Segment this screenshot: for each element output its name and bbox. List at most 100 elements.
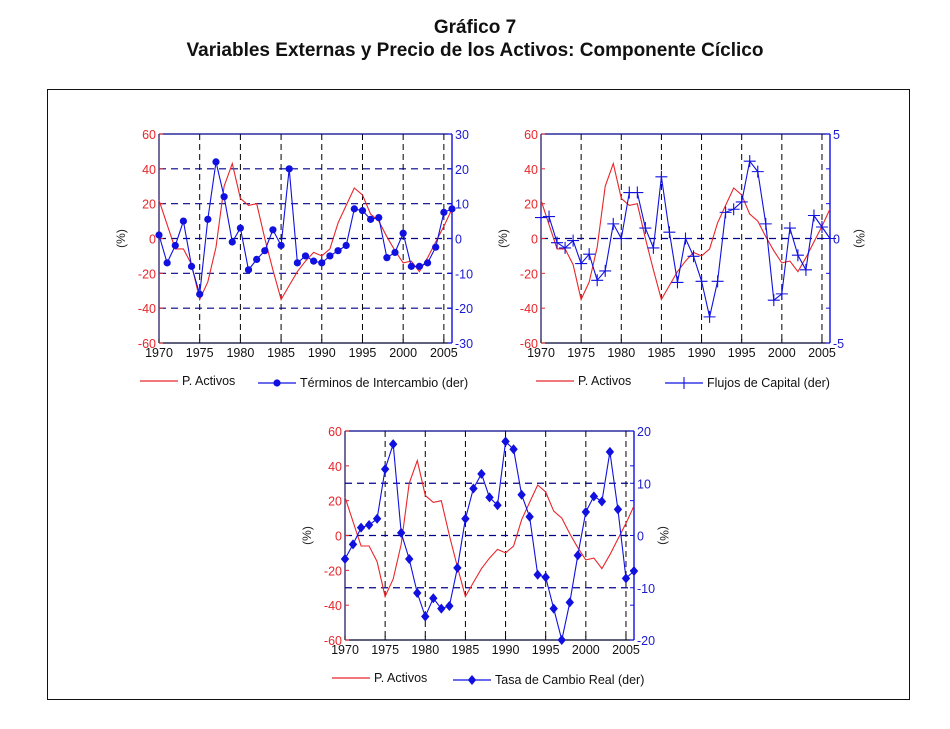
x-tick-label: 1980 xyxy=(226,346,254,360)
data-point xyxy=(196,290,204,298)
legend: P. Activos Términos de Intercambio (der) xyxy=(140,374,468,390)
data-point xyxy=(783,222,796,235)
data-point xyxy=(220,193,228,201)
data-point xyxy=(655,170,668,183)
data-point xyxy=(767,294,780,307)
data-point xyxy=(567,234,580,247)
data-point xyxy=(663,226,676,239)
legend: P. Activos Tasa de Cambio Real (der) xyxy=(332,671,644,687)
series-right xyxy=(155,158,456,298)
legend-label: Flujos de Capital (der) xyxy=(707,376,830,390)
data-point xyxy=(533,569,542,580)
left-y-tick-label: -20 xyxy=(520,267,538,281)
right-y-tick-label: 5 xyxy=(833,128,840,142)
left-y-axis-label: (%) xyxy=(300,526,314,545)
data-point xyxy=(310,257,318,265)
left-y-tick-label: -20 xyxy=(324,564,342,578)
x-tick-label: 2000 xyxy=(768,346,796,360)
data-point xyxy=(679,232,692,245)
data-point xyxy=(647,241,660,254)
x-tick-label: 1975 xyxy=(186,346,214,360)
x-tick-label: 1990 xyxy=(492,643,520,657)
data-point xyxy=(743,155,756,168)
data-point xyxy=(477,468,486,479)
series-line xyxy=(344,440,635,641)
data-point xyxy=(318,259,326,267)
data-point xyxy=(440,208,448,216)
series-p-activos xyxy=(344,458,635,599)
data-point xyxy=(253,255,261,263)
left-y-tick-label: 20 xyxy=(142,198,156,212)
data-point xyxy=(301,252,310,260)
data-point xyxy=(429,593,438,604)
data-point xyxy=(581,506,591,517)
x-tick-label: 2005 xyxy=(430,346,458,360)
x-tick-label: 1980 xyxy=(607,346,635,360)
data-point xyxy=(364,520,374,531)
data-point xyxy=(751,165,764,178)
series-line xyxy=(540,161,831,302)
x-tick-label: 1985 xyxy=(452,643,480,657)
x-tick-label: 1970 xyxy=(527,346,555,360)
data-point xyxy=(358,207,367,215)
legend: P. Activos Flujos de Capital (der) xyxy=(536,374,830,390)
right-y-tick-label: 0 xyxy=(637,530,644,544)
series-p-activos xyxy=(158,161,453,302)
data-point xyxy=(639,222,652,235)
data-point xyxy=(340,554,350,565)
data-point xyxy=(407,262,415,270)
chart-panel-3: 1970 1975 1980 1985 1990 1995 2000 2005-60-40-2… xyxy=(300,425,671,687)
data-point xyxy=(277,241,285,250)
data-point xyxy=(375,214,383,222)
data-point xyxy=(605,446,615,457)
right-y-tick-label: -30 xyxy=(455,337,473,351)
data-point xyxy=(348,539,358,550)
right-y-tick-label: 0 xyxy=(455,233,462,247)
data-point xyxy=(807,209,820,222)
data-point xyxy=(775,287,788,300)
figure-number: Gráfico 7 xyxy=(433,17,517,38)
figure-frame xyxy=(47,89,910,700)
data-point xyxy=(727,203,740,216)
left-y-tick-label: 40 xyxy=(328,460,342,474)
x-tick-label: 2005 xyxy=(808,346,836,360)
data-point xyxy=(187,262,196,270)
data-point xyxy=(293,259,301,267)
x-tick-label: 1990 xyxy=(308,346,336,360)
data-point xyxy=(461,513,470,524)
data-point xyxy=(573,550,583,561)
data-point xyxy=(396,527,406,538)
legend-label: P. Activos xyxy=(578,374,631,388)
left-y-tick-label: 0 xyxy=(149,233,156,247)
right-y-tick-label: 20 xyxy=(455,163,469,177)
legend-label: Términos de Intercambio (der) xyxy=(300,376,468,390)
data-point xyxy=(485,492,494,503)
x-tick-label: 2005 xyxy=(612,643,640,657)
data-point xyxy=(413,587,422,598)
data-point xyxy=(244,266,253,274)
data-point xyxy=(815,221,828,234)
x-tick-label: 1975 xyxy=(567,346,595,360)
x-tick-label: 1995 xyxy=(728,346,756,360)
left-y-tick-label: 0 xyxy=(531,233,538,247)
data-point xyxy=(791,249,804,262)
data-point xyxy=(687,250,700,263)
left-y-tick-label: 60 xyxy=(142,128,156,142)
right-y-tick-label: 10 xyxy=(637,477,651,491)
data-point xyxy=(575,257,588,270)
data-point xyxy=(541,572,550,583)
data-point xyxy=(212,158,220,166)
data-point xyxy=(583,248,596,261)
legend-label: P. Activos xyxy=(182,374,235,388)
data-point xyxy=(350,205,358,213)
x-tick-label: 1975 xyxy=(371,643,399,657)
right-y-tick-label: 0 xyxy=(833,233,840,247)
data-point xyxy=(261,247,269,255)
legend-label: Tasa de Cambio Real (der) xyxy=(495,673,644,687)
left-y-tick-label: 60 xyxy=(524,128,538,142)
data-point xyxy=(599,264,612,277)
data-point xyxy=(228,238,236,246)
data-point xyxy=(285,165,293,173)
data-point xyxy=(589,491,599,502)
left-y-tick-label: 0 xyxy=(335,530,342,544)
